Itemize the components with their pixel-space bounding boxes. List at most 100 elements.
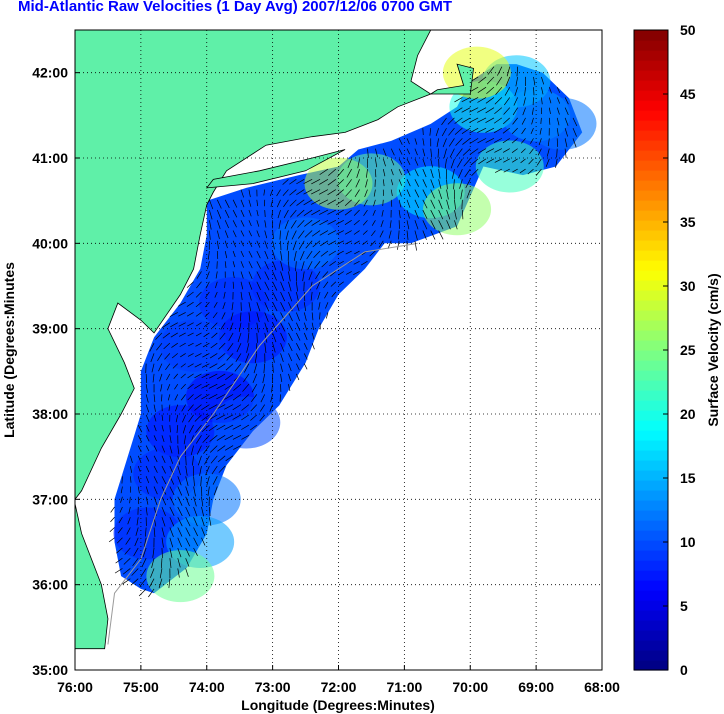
velocity-arrow [169, 558, 172, 569]
colorbar-band [634, 220, 668, 231]
land-mainland [75, 30, 432, 500]
velocity-arrow [302, 271, 305, 282]
velocity-arrow [263, 189, 266, 196]
velocity-arrow [406, 199, 411, 208]
velocity-arrow [330, 281, 337, 287]
velocity-arrow [264, 261, 269, 270]
velocity-arrow [224, 250, 228, 259]
velocity-arrow [256, 291, 261, 301]
velocity-arrow [185, 568, 189, 577]
velocity-arrow [247, 332, 250, 343]
velocity-arrow [331, 291, 337, 298]
velocity-arrow [264, 220, 267, 228]
velocity-arrow [328, 250, 337, 256]
velocity-field [108, 46, 597, 603]
velocity-arrow [240, 291, 243, 301]
velocity-arrow [180, 383, 186, 390]
y-axis: 35:00 36:00 37:00 38:00 39:00 40:00 41:00 42:00 [32, 65, 80, 678]
velocity-arrow [354, 199, 360, 207]
velocity-arrow [145, 394, 149, 403]
velocity-arrow [224, 414, 234, 420]
velocity-arrow [179, 342, 186, 347]
colorbar-tick-label: 20 [680, 406, 696, 422]
velocity-arrow [220, 322, 226, 330]
velocity-arrow [375, 148, 378, 158]
velocity-arrow [145, 486, 149, 494]
velocity-arrow [224, 199, 230, 209]
velocity-arrow [564, 117, 569, 126]
velocity-arrow [530, 127, 534, 135]
velocity-arrow [239, 312, 242, 322]
velocity-arrow [209, 353, 218, 359]
colorbar-band [634, 230, 668, 241]
velocity-arrow [218, 342, 226, 350]
velocity-arrow [193, 506, 198, 517]
y-tick-label: 39:00 [32, 321, 68, 337]
colorbar-band [634, 350, 668, 361]
velocity-arrow [469, 127, 479, 134]
velocity-arrow [373, 189, 376, 197]
velocity-arrow [240, 250, 245, 258]
velocity-arrow [336, 240, 344, 245]
velocity-arrow [177, 558, 181, 568]
velocity-arrow [204, 455, 210, 465]
velocity-arrow [264, 240, 268, 249]
velocity-arrow [194, 414, 202, 422]
colorbar-band [634, 660, 668, 671]
velocity-arrow [303, 179, 313, 185]
velocity-arrow [153, 455, 158, 463]
velocity-arrow [288, 384, 291, 392]
velocity-arrow [335, 219, 344, 225]
velocity-arrow [185, 547, 190, 557]
velocity-arrow [159, 373, 163, 382]
velocity-arrow [296, 189, 305, 195]
velocity-arrow [272, 343, 276, 353]
velocity-arrow [280, 261, 284, 271]
velocity-arrow [520, 148, 526, 154]
velocity-arrow [199, 465, 202, 476]
velocity-arrow [194, 373, 202, 379]
velocity-arrow [283, 199, 289, 208]
velocity-arrow [329, 271, 337, 277]
velocity-arrow [156, 342, 163, 351]
velocity-arrow [503, 97, 511, 106]
velocity-arrow [186, 301, 194, 307]
colorbar-band [634, 210, 668, 221]
velocity-arrow [303, 322, 308, 331]
velocity-arrow [264, 302, 270, 312]
velocity-arrow [162, 332, 171, 339]
velocity-arrow [217, 445, 226, 452]
velocity-arrow [367, 148, 369, 158]
velocity-arrow [125, 537, 131, 545]
velocity-arrow [280, 291, 286, 302]
velocity-arrow [406, 148, 411, 155]
velocity-arrow [279, 230, 281, 240]
velocity-arrow [232, 394, 242, 401]
velocity-arrow [212, 312, 218, 319]
velocity-arrow [234, 363, 242, 372]
velocity-arrow [379, 230, 384, 238]
velocity-arrow [224, 394, 234, 400]
velocity-arrow [303, 209, 313, 216]
velocity-arrow [241, 414, 250, 421]
velocity-arrow [224, 383, 234, 390]
velocity-arrow [161, 476, 167, 485]
velocity-arrow [353, 271, 360, 276]
velocity-arrow [277, 209, 281, 219]
colorbar-label: Surface Velocity (cm/s) [705, 273, 721, 426]
velocity-arrow [288, 271, 291, 282]
velocity-arrow [157, 353, 163, 361]
velocity-arrow [232, 220, 237, 228]
velocity-arrow [256, 209, 259, 217]
velocity-arrow [524, 87, 526, 96]
velocity-arrow [289, 199, 297, 207]
velocity-arrow [311, 322, 314, 331]
velocity-arrow [344, 220, 352, 225]
velocity-arrow [177, 476, 182, 486]
velocity-arrow [280, 353, 284, 362]
x-tick-label: 71:00 [386, 679, 422, 695]
velocity-arrow [177, 527, 183, 537]
velocity-arrow [454, 97, 463, 103]
velocity-arrow [243, 373, 250, 383]
y-axis-label: Latitude (Degrees:Minutes [1, 262, 17, 438]
